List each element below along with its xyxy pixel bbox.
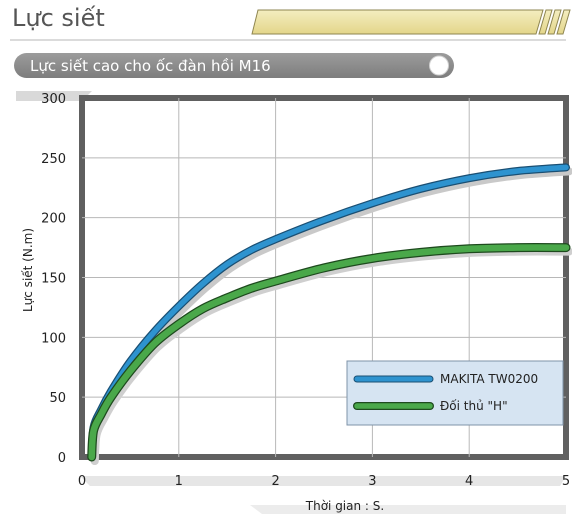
tick-labels: 0 50 100 150 200 250 300 0 1 2 3 4 5 xyxy=(41,92,570,489)
y-tick-label-6: 300 xyxy=(41,92,66,107)
subtitle-pill xyxy=(14,53,454,78)
x-axis-title: Thời gian : S. xyxy=(305,499,384,513)
y-tick-label-0: 0 xyxy=(58,451,66,466)
series-line-1 xyxy=(88,244,570,461)
y-tick-label-4: 200 xyxy=(41,212,66,227)
y-tick-label-1: 50 xyxy=(49,391,66,406)
frame-shadow-bottom xyxy=(80,476,566,486)
y-tick-label-2: 100 xyxy=(41,331,66,346)
legend-label-makita: MAKITA TW0200 xyxy=(440,372,538,386)
x-tick-label-2: 2 xyxy=(271,474,279,489)
y-axis-title: Lực siết (N.m) xyxy=(21,228,35,312)
legend xyxy=(346,360,564,426)
series-layer xyxy=(87,163,572,465)
page-title: Lực siết xyxy=(12,4,105,32)
axis-shadow-stripe xyxy=(250,505,566,514)
x-tick-label-3: 3 xyxy=(368,474,376,489)
frame-shadow-top xyxy=(16,91,92,101)
x-tick-label-5: 5 xyxy=(562,474,570,489)
y-tick-label-3: 150 xyxy=(41,272,66,287)
header-band xyxy=(251,9,571,35)
x-tick-label-0: 0 xyxy=(78,474,86,489)
x-tick-label-4: 4 xyxy=(465,474,473,489)
chart-title: Lực siết cao cho ốc đàn hồi M16 xyxy=(30,57,271,75)
x-tick-label-1: 1 xyxy=(175,474,183,489)
y-tick-label-5: 250 xyxy=(41,152,66,167)
legend-label-competitor: Đối thủ "H" xyxy=(440,399,508,413)
